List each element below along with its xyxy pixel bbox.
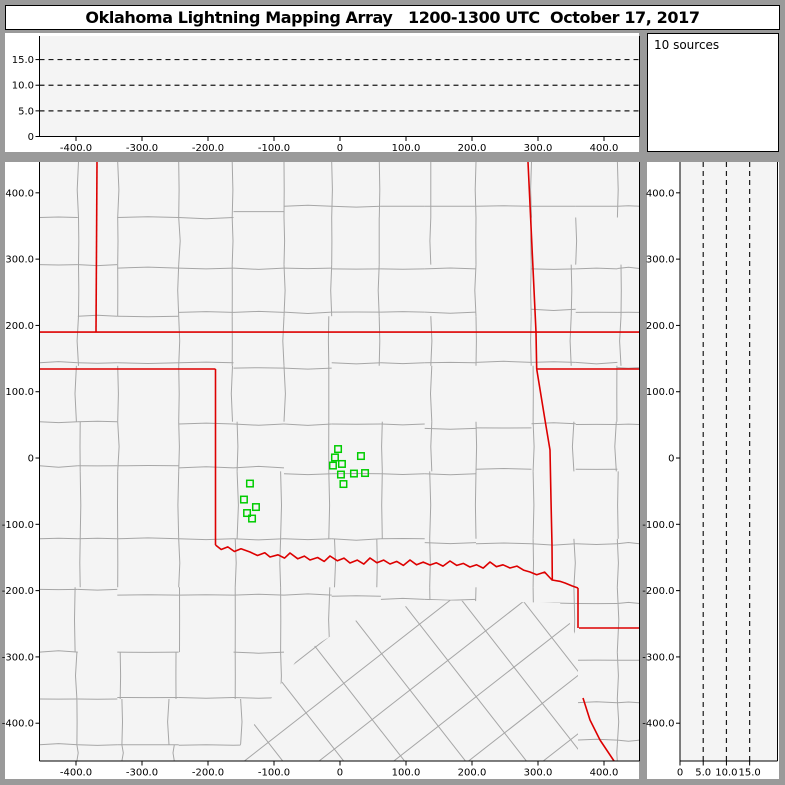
svg-text:200.0: 200.0 (458, 143, 487, 154)
lightning-source-square (239, 495, 248, 504)
plot-area (39, 36, 640, 137)
svg-text:0: 0 (337, 143, 343, 154)
svg-text:400.0: 400.0 (590, 143, 619, 154)
sources-count-label: 10 sources (654, 38, 720, 52)
svg-text:-100.0: -100.0 (258, 143, 290, 154)
svg-text:0: 0 (668, 454, 674, 465)
altitude-reference-lines (39, 58, 751, 761)
svg-text:-300.0: -300.0 (642, 652, 674, 663)
page-title: Oklahoma Lightning Mapping Array 1200-13… (85, 8, 700, 27)
lightning-source-square (330, 453, 339, 462)
tick-labels: -400.0 -300.0 -200.0 -100.0 0 100.0 200.0 300.0… (2, 55, 761, 778)
sources-count-box: 10 sources (647, 33, 779, 152)
svg-text:-400.0: -400.0 (642, 719, 674, 730)
svg-text:100.0: 100.0 (5, 387, 34, 398)
lightning-source-square (349, 469, 358, 478)
svg-text:5.0: 5.0 (695, 768, 711, 779)
svg-text:5.0: 5.0 (18, 106, 34, 117)
svg-text:10.0: 10.0 (12, 81, 34, 92)
lightning-source-square (337, 459, 346, 468)
svg-text:10.0: 10.0 (715, 768, 737, 779)
svg-text:400.0: 400.0 (5, 188, 34, 199)
lightning-source-square (248, 514, 257, 523)
svg-text:400.0: 400.0 (590, 768, 619, 779)
svg-text:300.0: 300.0 (5, 255, 34, 266)
lightning-source-square (328, 461, 337, 470)
lightning-source-square (361, 469, 370, 478)
svg-text:-300.0: -300.0 (2, 652, 34, 663)
svg-text:-200.0: -200.0 (192, 143, 224, 154)
svg-text:0: 0 (28, 454, 34, 465)
svg-text:400.0: 400.0 (646, 188, 675, 199)
svg-text:-400.0: -400.0 (60, 143, 92, 154)
lightning-source-square (243, 509, 252, 518)
lightning-source-square (245, 479, 254, 488)
lightning-source-square (251, 503, 260, 512)
lightning-source-square (356, 452, 365, 461)
svg-text:300.0: 300.0 (524, 143, 553, 154)
svg-text:15.0: 15.0 (739, 768, 761, 779)
svg-text:100.0: 100.0 (392, 768, 421, 779)
svg-text:-300.0: -300.0 (126, 768, 158, 779)
state-borders (39, 162, 640, 761)
svg-text:-200.0: -200.0 (192, 768, 224, 779)
plot-area (39, 162, 640, 761)
lightning-source-markers (239, 445, 370, 523)
svg-text:0: 0 (337, 768, 343, 779)
svg-text:-100.0: -100.0 (642, 520, 674, 531)
svg-text:-400.0: -400.0 (60, 768, 92, 779)
svg-text:-200.0: -200.0 (642, 586, 674, 597)
svg-text:0: 0 (677, 768, 683, 779)
lightning-source-square (336, 470, 345, 479)
svg-text:-200.0: -200.0 (2, 586, 34, 597)
axes (35, 36, 778, 766)
svg-text:200.0: 200.0 (646, 321, 675, 332)
svg-text:-300.0: -300.0 (126, 143, 158, 154)
svg-text:-400.0: -400.0 (2, 719, 34, 730)
svg-text:200.0: 200.0 (458, 768, 487, 779)
svg-text:0: 0 (28, 132, 34, 143)
svg-text:300.0: 300.0 (646, 255, 675, 266)
lightning-source-square (334, 445, 343, 454)
svg-text:100.0: 100.0 (392, 143, 421, 154)
svg-text:100.0: 100.0 (646, 387, 675, 398)
svg-text:200.0: 200.0 (5, 321, 34, 332)
plot-area (680, 162, 778, 761)
svg-text:-100.0: -100.0 (258, 768, 290, 779)
svg-text:15.0: 15.0 (12, 55, 34, 66)
lightning-source-square (339, 480, 348, 489)
svg-text:300.0: 300.0 (524, 768, 553, 779)
svg-text:-100.0: -100.0 (2, 520, 34, 531)
title-bar: Oklahoma Lightning Mapping Array 1200-13… (5, 5, 780, 30)
